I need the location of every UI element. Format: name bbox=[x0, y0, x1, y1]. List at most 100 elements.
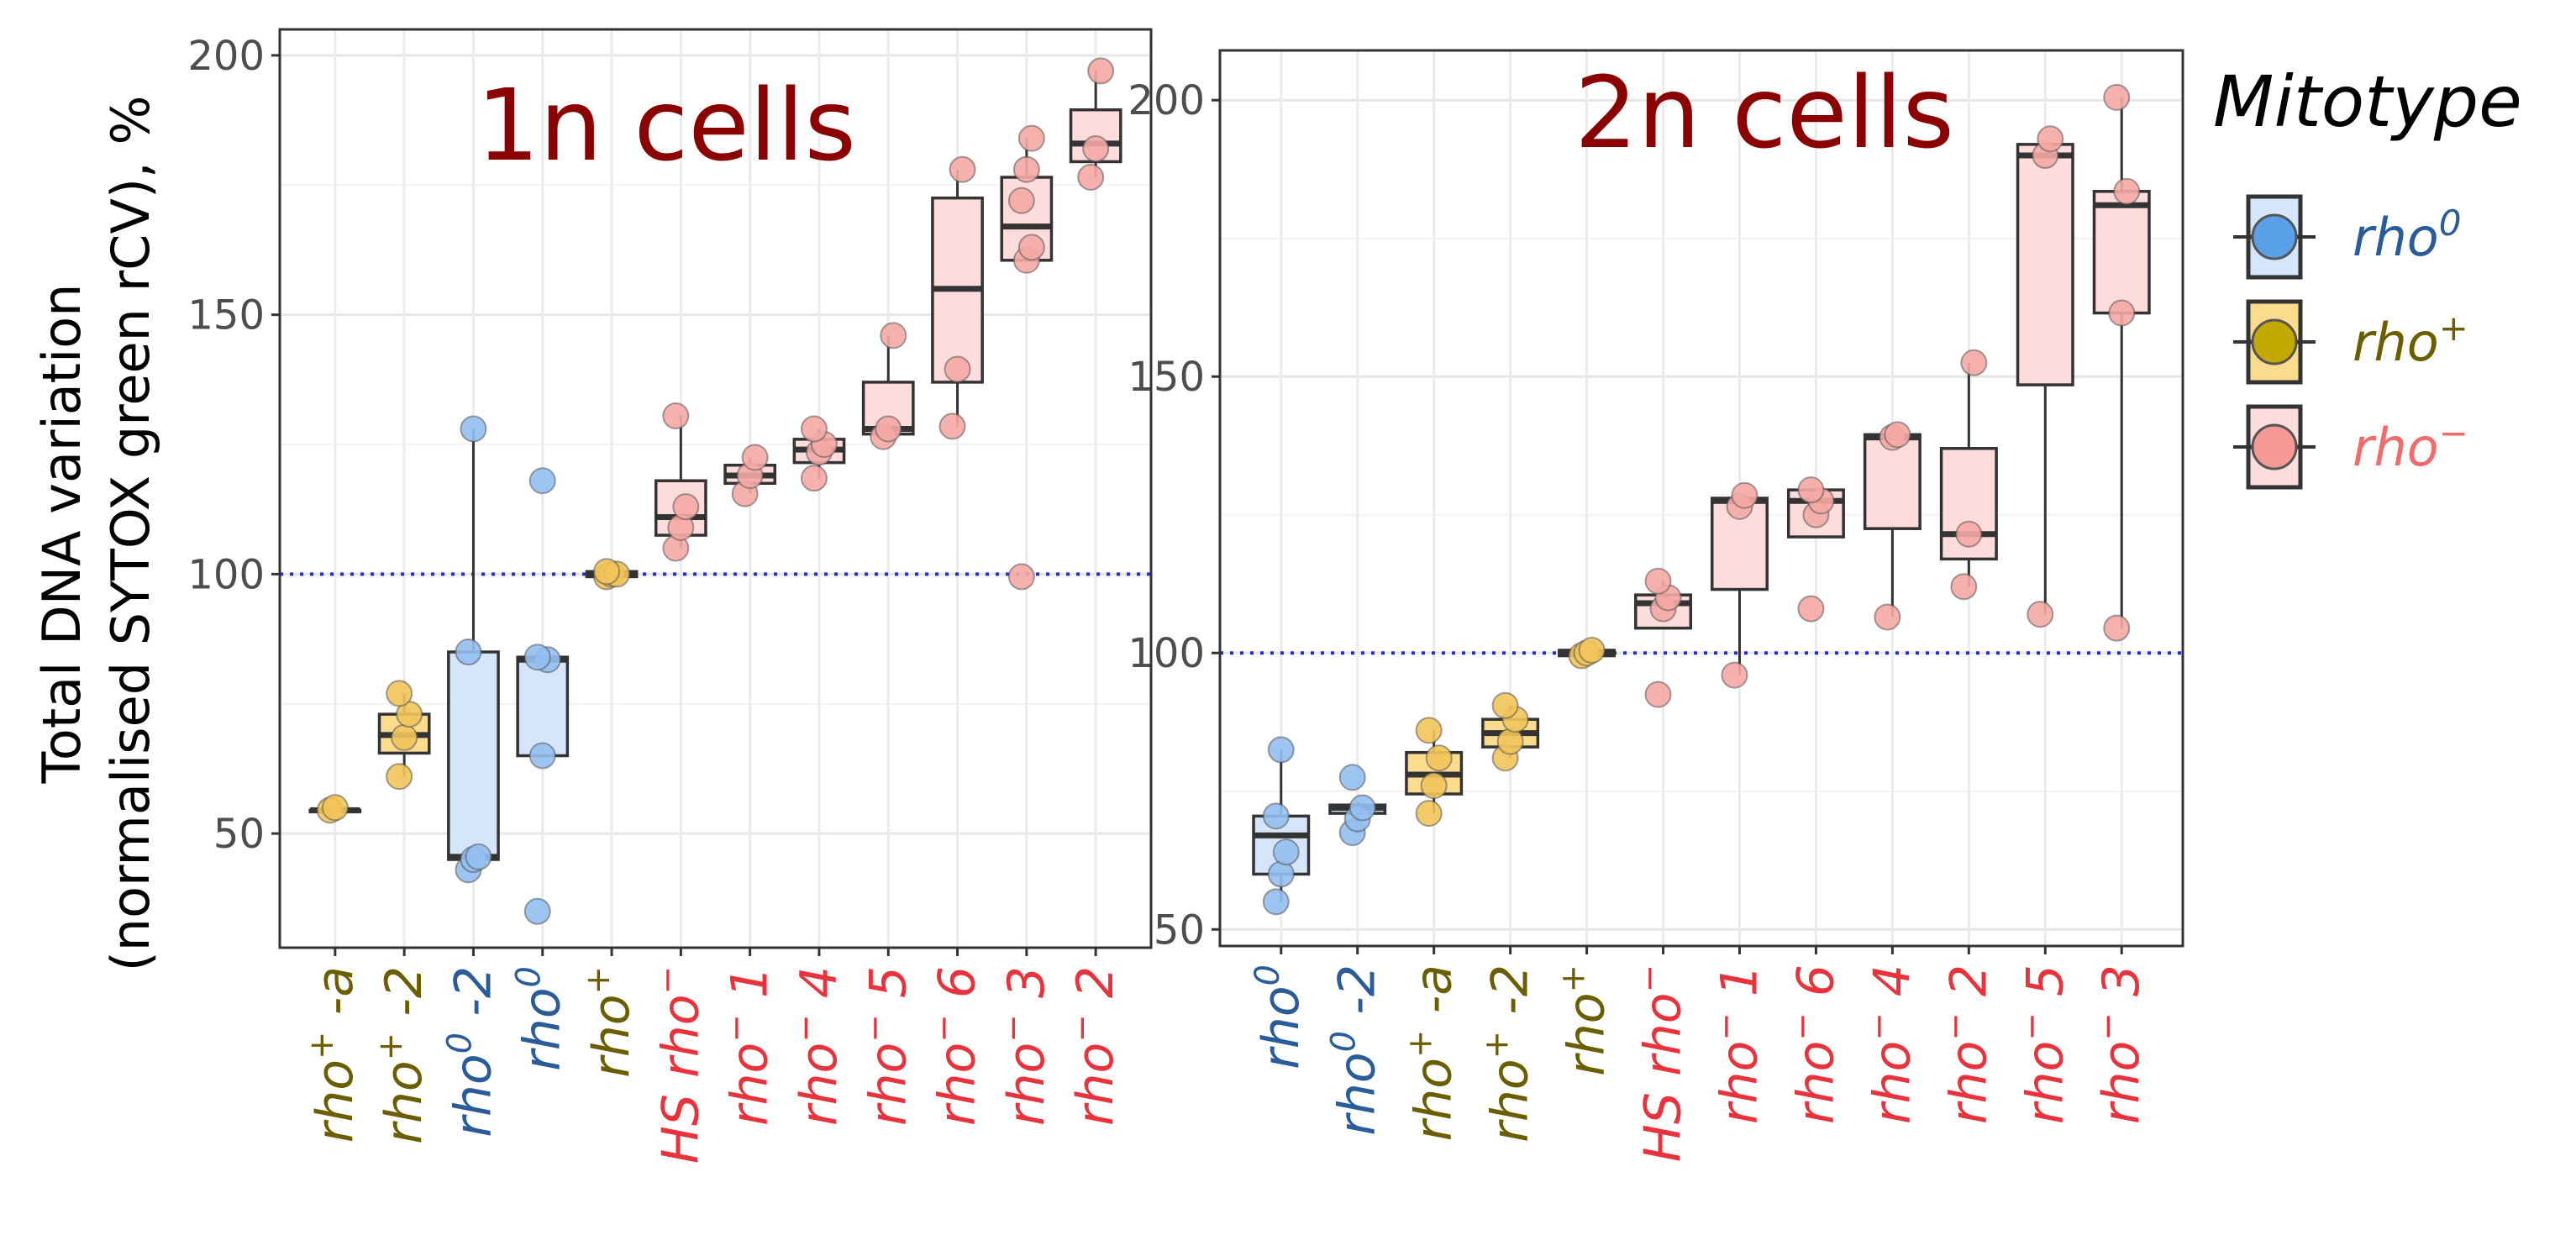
data-point bbox=[321, 794, 349, 822]
box-group-1-8 bbox=[1863, 421, 1921, 631]
box-group-0-11 bbox=[1069, 57, 1122, 191]
x-tick-label: rho+ -2 bbox=[371, 966, 434, 1144]
data-point bbox=[2113, 177, 2141, 205]
panel-title: 2n cells bbox=[1575, 55, 1954, 171]
x-tick-label: rho+ -a bbox=[302, 966, 365, 1143]
x-tick-label: rho− 4 bbox=[786, 966, 849, 1126]
data-point bbox=[2103, 614, 2131, 642]
legend-item-rho0: rho0 bbox=[2233, 194, 2461, 280]
box-group-0-5 bbox=[654, 402, 707, 562]
box-group-0-6 bbox=[723, 444, 777, 507]
data-point bbox=[949, 155, 976, 183]
data-point bbox=[1491, 691, 1519, 719]
data-point bbox=[1644, 681, 1672, 708]
box-group-0-1 bbox=[377, 680, 431, 791]
data-point bbox=[672, 493, 700, 521]
data-point bbox=[528, 467, 556, 495]
data-point bbox=[1007, 187, 1035, 214]
legend-point bbox=[2251, 213, 2298, 260]
x-tick-label: rho− 2 bbox=[1063, 966, 1125, 1126]
legend-title: Mitotype bbox=[2213, 60, 2522, 143]
data-point bbox=[1420, 772, 1448, 800]
box-group-0-3 bbox=[516, 467, 570, 925]
box-group-1-2 bbox=[1405, 717, 1464, 828]
panel-border bbox=[1218, 49, 2184, 948]
box-group-1-0 bbox=[1252, 736, 1311, 916]
data-point bbox=[1262, 802, 1290, 830]
x-tick-label: rho0 -2 bbox=[1325, 964, 1387, 1136]
box-group-0-4 bbox=[585, 558, 639, 591]
box bbox=[2016, 143, 2074, 386]
x-tick-label: HS rho− bbox=[648, 966, 710, 1164]
data-point bbox=[800, 415, 828, 443]
data-point bbox=[1338, 764, 1366, 791]
y-tick-label: 150 bbox=[187, 292, 265, 339]
y-tick-label: 100 bbox=[187, 551, 265, 598]
data-point bbox=[1578, 636, 1606, 664]
box-group-0-7 bbox=[792, 415, 846, 492]
data-point bbox=[1731, 481, 1759, 509]
x-tick-label: rho− 6 bbox=[925, 966, 987, 1126]
y-axis-label: Total DNA variation (normalised SYTOX gr… bbox=[31, 96, 161, 972]
data-point bbox=[1272, 838, 1300, 866]
data-point bbox=[880, 322, 907, 349]
y-tick-label: 100 bbox=[1128, 630, 1205, 677]
data-point bbox=[528, 742, 556, 770]
x-tick-label: rho− 6 bbox=[1783, 964, 1845, 1124]
panel-border bbox=[278, 28, 1153, 949]
box-group-0-0 bbox=[308, 794, 362, 824]
data-point bbox=[1077, 163, 1105, 191]
legend-item-rhominus: rho− bbox=[2233, 404, 2468, 490]
x-tick-label: rho− 5 bbox=[855, 966, 917, 1126]
data-point bbox=[1082, 135, 1110, 163]
data-point bbox=[938, 413, 966, 440]
data-point bbox=[2108, 299, 2136, 327]
box-group-1-9 bbox=[1939, 349, 1998, 601]
data-point bbox=[662, 402, 690, 430]
x-tick-label: rho− 4 bbox=[1859, 964, 1921, 1124]
data-point bbox=[523, 644, 551, 671]
data-point bbox=[1267, 860, 1295, 888]
data-point bbox=[1884, 421, 1911, 449]
data-point bbox=[2103, 83, 2131, 111]
data-point bbox=[455, 639, 482, 666]
data-point bbox=[1960, 349, 1988, 376]
legend-label: rho0 bbox=[2353, 202, 2461, 269]
x-tick-label: rho+ -a bbox=[1401, 964, 1464, 1141]
data-point bbox=[391, 723, 418, 751]
x-tick-label: rho0 -2 bbox=[440, 966, 502, 1138]
data-point bbox=[2037, 125, 2064, 153]
data-point bbox=[1267, 736, 1295, 764]
box-group-0-10 bbox=[1000, 124, 1054, 591]
x-tick-label: rho− 2 bbox=[1936, 964, 1998, 1124]
data-point bbox=[1797, 476, 1825, 504]
box-group-1-4 bbox=[1558, 636, 1617, 670]
legend-label: rho+ bbox=[2353, 307, 2468, 374]
y-tick-label: 200 bbox=[187, 33, 265, 80]
data-point bbox=[386, 680, 413, 707]
data-point bbox=[1017, 234, 1045, 261]
box-group-1-3 bbox=[1481, 691, 1540, 772]
data-point bbox=[460, 415, 487, 443]
x-tick-label: rho− 1 bbox=[1706, 964, 1769, 1124]
x-tick-label: HS rho− bbox=[1631, 964, 1693, 1162]
data-point bbox=[1017, 124, 1045, 152]
y-tick-label: 50 bbox=[1154, 907, 1205, 954]
box bbox=[2092, 190, 2151, 315]
x-tick-label: rho− 5 bbox=[2012, 964, 2074, 1124]
data-point bbox=[875, 415, 902, 443]
data-point bbox=[1012, 155, 1040, 183]
data-point bbox=[386, 763, 413, 791]
data-point bbox=[741, 444, 769, 471]
data-point bbox=[1797, 595, 1825, 623]
y-tick-label: 50 bbox=[213, 811, 265, 858]
data-point bbox=[1644, 567, 1672, 595]
y-axis-label-line1: Total DNA variation bbox=[31, 284, 92, 785]
data-point bbox=[2027, 601, 2054, 628]
data-point bbox=[1874, 603, 1901, 631]
x-tick-label: rho0 bbox=[510, 966, 572, 1071]
data-point bbox=[465, 843, 492, 870]
